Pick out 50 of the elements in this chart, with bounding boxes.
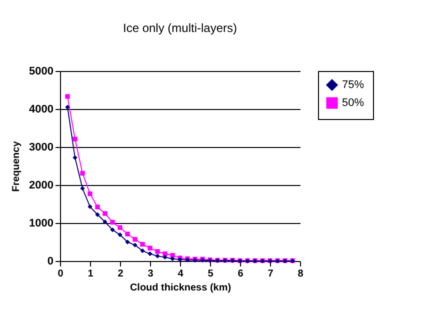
- chart-title: Ice only (multi-layers): [122, 21, 238, 35]
- x-tick-label: 3: [148, 268, 154, 280]
- point: [110, 227, 115, 232]
- point: [118, 232, 122, 238]
- point: [148, 246, 152, 250]
- point: [170, 252, 175, 258]
- point: [65, 104, 70, 110]
- point: [102, 211, 108, 216]
- x-tick-label: 0: [58, 268, 64, 280]
- point: [80, 170, 85, 176]
- legend-label: 75%: [342, 79, 364, 91]
- point: [72, 136, 78, 142]
- point: [65, 94, 70, 99]
- point: [125, 240, 130, 244]
- y-tick-label: 5000: [29, 66, 54, 78]
- point: [95, 212, 100, 217]
- x-tick-label: 7: [268, 268, 274, 280]
- point: [162, 254, 168, 260]
- x-axis-title: Cloud thickness (km): [130, 282, 232, 294]
- point: [72, 155, 78, 160]
- x-tick-label: 6: [238, 268, 244, 280]
- point: [102, 220, 108, 224]
- point: [110, 220, 115, 225]
- point: [118, 225, 122, 230]
- x-tick-label: 2: [118, 268, 124, 280]
- point: [155, 254, 160, 258]
- point: [80, 186, 85, 191]
- point: [162, 251, 168, 256]
- x-tick-label: 8: [298, 268, 304, 280]
- point: [95, 204, 100, 210]
- y-tick-label: 0: [47, 256, 54, 268]
- point: [125, 232, 130, 236]
- point: [88, 204, 92, 210]
- point: [132, 242, 138, 248]
- point: [170, 256, 175, 262]
- legend-label: 50%: [342, 97, 364, 109]
- point: [155, 249, 160, 254]
- point: [140, 242, 145, 247]
- x-tick-label: 5: [208, 268, 214, 280]
- y-tick-label: 2000: [29, 180, 54, 192]
- x-tick-label: 1: [88, 268, 94, 280]
- point: [88, 191, 92, 196]
- y-tick-label: 3000: [29, 142, 54, 154]
- point: [132, 236, 138, 242]
- y-axis-title: Frequency: [11, 140, 22, 192]
- point: [140, 248, 145, 254]
- point: [148, 251, 152, 256]
- x-tick-label: 4: [178, 268, 184, 280]
- y-tick-label: 4000: [29, 104, 54, 116]
- y-tick-label: 1000: [29, 218, 54, 230]
